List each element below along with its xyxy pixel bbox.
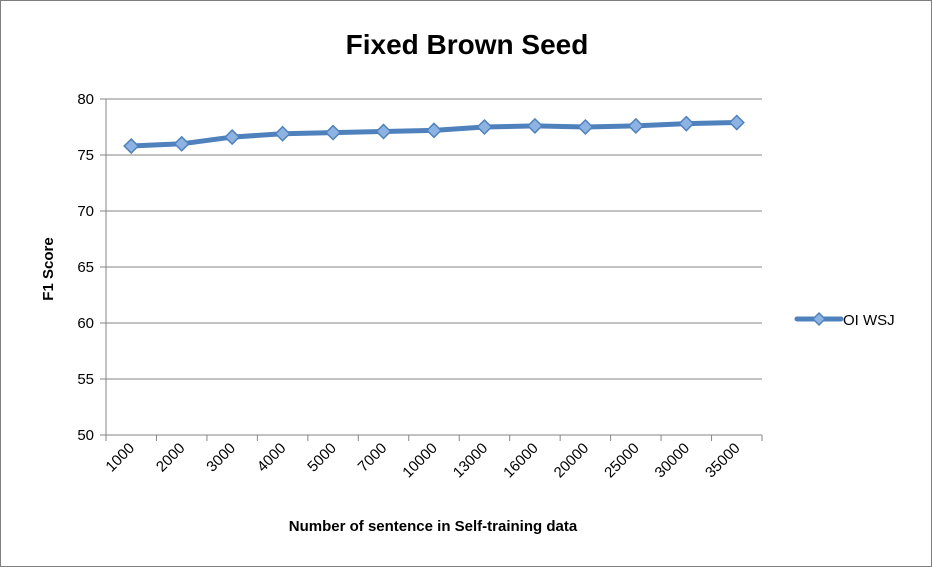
x-axis-label: Number of sentence in Self-training data: [289, 518, 578, 535]
x-tick-label: 25000: [601, 440, 643, 482]
x-tick-label: 20000: [551, 440, 593, 482]
data-point-marker: [224, 129, 241, 146]
legend-diamond-marker: [811, 311, 827, 327]
y-tick-label: 60: [77, 315, 94, 332]
x-tick-label: 10000: [399, 440, 441, 482]
data-point-marker: [678, 115, 695, 132]
data-point-marker: [577, 118, 594, 136]
data-point-marker: [526, 117, 543, 134]
y-tick-label: 65: [77, 259, 94, 276]
x-tick-label: 16000: [500, 440, 542, 482]
x-tick-label: 5000: [304, 440, 340, 476]
x-tick-label: 1000: [102, 440, 138, 476]
data-point-marker: [425, 122, 443, 139]
data-point-marker: [173, 135, 190, 152]
x-tick-label: 3000: [203, 440, 239, 476]
x-tick-label: 4000: [254, 440, 290, 476]
x-tick-label: 7000: [355, 440, 391, 476]
data-point-marker: [476, 118, 493, 136]
legend: OI WSJ: [794, 311, 895, 329]
y-tick-label: 55: [77, 371, 94, 388]
data-point-marker: [325, 124, 342, 141]
data-point-marker: [728, 114, 745, 131]
y-tick-label: 75: [77, 147, 94, 164]
data-point-marker: [627, 117, 644, 134]
chart-title: Fixed Brown Seed: [345, 29, 589, 60]
x-tick-label: 35000: [702, 440, 744, 482]
x-tick-labels: 1000 2000 3000 4000 5000 7000 10000 13000 16000 2…: [102, 440, 743, 482]
x-tick-label: 30000: [652, 440, 694, 482]
y-tick-label: 70: [77, 203, 94, 220]
y-axis-label: F1 Score: [40, 237, 57, 300]
y-tick-label: 80: [77, 91, 94, 108]
series-layer: [123, 114, 745, 155]
axes: [105, 99, 763, 441]
x-tick-label: 13000: [450, 440, 492, 482]
y-tick-label: 50: [77, 427, 94, 444]
data-point-marker: [274, 125, 291, 142]
gridlines: [100, 98, 762, 436]
y-tick-labels: 50 55 60 65 70 75 80: [77, 91, 94, 444]
x-tick-label: 2000: [153, 440, 189, 476]
data-point-marker: [375, 123, 392, 140]
data-point-marker: [123, 137, 140, 155]
legend-label: OI WSJ: [843, 312, 895, 329]
